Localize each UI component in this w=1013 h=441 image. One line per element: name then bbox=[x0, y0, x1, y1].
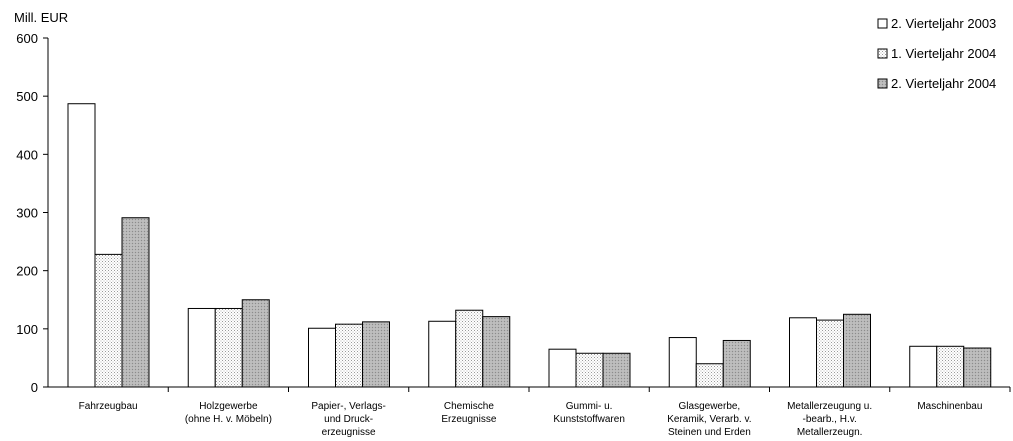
x-category-label: Keramik, Verarb. v. bbox=[667, 414, 751, 425]
x-category-label: -bearb., H.v. bbox=[802, 414, 856, 425]
bar bbox=[335, 323, 363, 388]
category-labels: Fahrzeugbau Holzgewerbe (ohne H. v. Möbeln… bbox=[79, 387, 1011, 438]
y-tick-label: 200 bbox=[16, 264, 38, 279]
bar bbox=[695, 363, 724, 388]
bar bbox=[722, 339, 751, 388]
x-category-label: erzeugnisse bbox=[322, 427, 376, 438]
x-category-label: Steinen und Erden bbox=[668, 427, 751, 438]
bar bbox=[963, 347, 992, 388]
bar bbox=[843, 313, 871, 388]
x-category-label: Maschinenbau bbox=[917, 401, 982, 412]
legend: 2. Vierteljahr 2003 1. Vierteljahr 2004 2.… bbox=[877, 16, 996, 91]
legend-swatch bbox=[877, 78, 888, 89]
x-category-label: Metallerzeugung u. bbox=[787, 401, 872, 412]
y-tick-label: 600 bbox=[16, 31, 38, 46]
y-tick-label: 300 bbox=[16, 206, 38, 221]
legend-label: 1. Vierteljahr 2004 bbox=[891, 46, 996, 61]
bar bbox=[789, 317, 817, 388]
bar bbox=[362, 321, 390, 388]
legend-label: 2. Vierteljahr 2003 bbox=[891, 16, 996, 31]
x-category-label: (ohne H. v. Möbeln) bbox=[185, 414, 272, 425]
x-category-label: Chemische bbox=[444, 401, 494, 412]
bar bbox=[575, 352, 604, 388]
bar bbox=[936, 345, 965, 388]
legend-label: 2. Vierteljahr 2004 bbox=[891, 76, 996, 91]
x-category-label: Holzgewerbe bbox=[199, 401, 258, 412]
bar bbox=[548, 348, 577, 388]
bar bbox=[214, 307, 243, 388]
x-category-label: Papier-, Verlags- bbox=[311, 401, 385, 412]
y-axis-unit-label: Mill. EUR bbox=[14, 10, 68, 25]
bar bbox=[909, 345, 938, 388]
bar bbox=[121, 217, 150, 388]
x-category-label: Gummi- u. bbox=[566, 401, 613, 412]
bar bbox=[308, 327, 336, 388]
y-tick-label: 100 bbox=[16, 322, 38, 337]
bar bbox=[668, 337, 697, 388]
bar bbox=[94, 253, 123, 388]
bar bbox=[67, 103, 96, 388]
bar bbox=[816, 319, 844, 388]
x-category-label: Fahrzeugbau bbox=[79, 401, 138, 412]
bar bbox=[482, 316, 511, 388]
y-tick-label: 0 bbox=[31, 380, 38, 395]
bar bbox=[428, 320, 457, 388]
bars bbox=[67, 103, 992, 388]
bar bbox=[241, 299, 270, 388]
bar bbox=[187, 307, 216, 388]
x-category-label: Erzeugnisse bbox=[441, 414, 496, 425]
legend-swatch bbox=[877, 48, 888, 59]
y-tick-label: 400 bbox=[16, 147, 38, 162]
bar bbox=[455, 309, 484, 388]
y-tick-label: 500 bbox=[16, 89, 38, 104]
x-category-label: Kunststoffwaren bbox=[553, 414, 625, 425]
legend-swatch bbox=[877, 18, 888, 29]
bar bbox=[602, 352, 631, 388]
x-category-label: Glasgewerbe, bbox=[679, 401, 741, 412]
x-category-label: Metallerzeugn. bbox=[797, 427, 863, 438]
x-category-label: und Druck- bbox=[324, 414, 373, 425]
